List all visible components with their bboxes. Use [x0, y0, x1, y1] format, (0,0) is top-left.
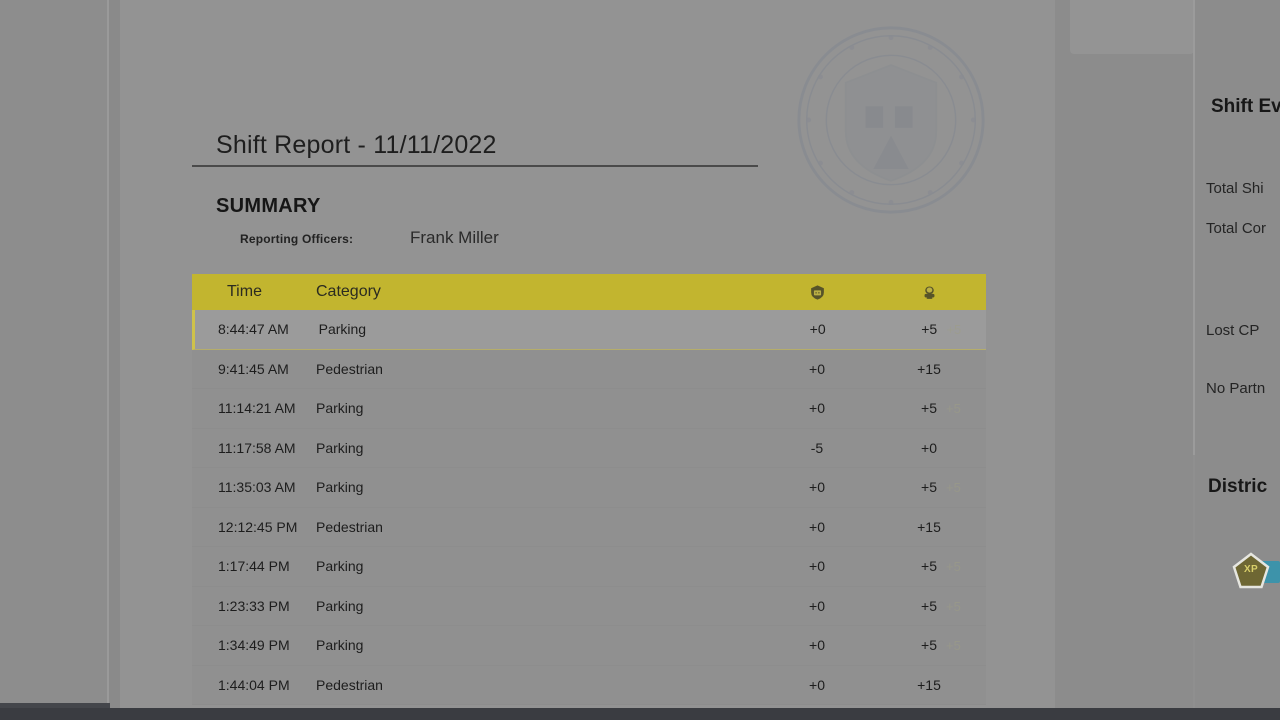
title-underline: [192, 165, 758, 167]
side-panel-title: Shift Ev: [1211, 96, 1280, 117]
xp-badge: XP: [1232, 552, 1270, 590]
table-row[interactable]: 1:17:44 PM Parking +0 +5 +5: [192, 547, 986, 587]
cell-category: Parking: [318, 321, 367, 338]
bottom-bar: [0, 708, 1280, 720]
table-header-row: Time Category: [192, 274, 986, 310]
shield-badge-icon: [810, 284, 824, 300]
xp-floating-text: +5: [946, 401, 961, 417]
page-right-edge: [1055, 0, 1058, 708]
cell-category: Parking: [316, 637, 364, 654]
left-gutter-edge: [107, 0, 109, 708]
cell-time: 1:23:33 PM: [218, 597, 290, 614]
table-row[interactable]: 11:17:58 AM Parking -5 +0: [192, 428, 986, 468]
cell-xp-value: +5 +5: [921, 400, 961, 417]
reporting-officers-label: Reporting Officers:: [240, 232, 354, 246]
side-panel-divider-lower: [1193, 455, 1195, 708]
xp-floating-text: +5: [946, 322, 962, 338]
table-row[interactable]: 9:41:45 AM Pedestrian +0 +15: [192, 349, 986, 389]
cell-compliance-value: +0: [809, 637, 825, 654]
cell-category: Pedestrian: [316, 360, 383, 377]
cell-time: 12:12:45 PM: [218, 518, 298, 535]
cell-category: Pedestrian: [316, 518, 383, 535]
reporting-officers-value: Frank Miller: [410, 228, 499, 247]
table-body: 8:44:47 AM Parking +0 +5 +5 9:41:45 AM Pedestr…: [192, 310, 986, 705]
xp-badge-label: XP: [1244, 564, 1258, 575]
cell-xp-value: +15: [917, 360, 941, 377]
cell-category: Parking: [316, 597, 364, 614]
department-seal-icon: [797, 26, 985, 214]
cell-compliance-value: +0: [809, 360, 825, 377]
table-row[interactable]: 11:14:21 AM Parking +0 +5 +5: [192, 389, 986, 429]
table-row[interactable]: 1:23:33 PM Parking +0 +5 +5: [192, 586, 986, 626]
summary-heading: SUMMARY: [216, 195, 321, 217]
cell-xp-value: +15: [917, 518, 941, 535]
table-row[interactable]: 1:34:49 PM Parking +0 +5 +5: [192, 626, 986, 666]
cell-xp-value: +15: [917, 676, 941, 693]
cell-xp-value: +0: [921, 439, 937, 456]
cell-category: Parking: [316, 558, 364, 575]
column-header-xp[interactable]: [872, 284, 986, 301]
shift-events-table: Time Category: [192, 274, 986, 705]
cell-compliance-value: +0: [809, 597, 825, 614]
cell-time: 11:17:58 AM: [218, 439, 296, 456]
cell-time: 11:14:21 AM: [218, 400, 296, 417]
cell-xp-value: +5 +5: [921, 479, 961, 496]
cell-time: 1:17:44 PM: [218, 558, 290, 575]
side-panel-total-correct: Total Cor: [1206, 220, 1267, 237]
cell-compliance-value: -5: [810, 439, 824, 456]
cell-category: Parking: [316, 479, 364, 496]
table-row[interactable]: 8:44:47 AM Parking +0 +5 +5: [192, 310, 986, 350]
cell-category: Parking: [316, 400, 364, 417]
column-header-category[interactable]: Category: [316, 283, 381, 300]
table-row[interactable]: 1:44:04 PM Pedestrian +0 +15: [192, 665, 986, 705]
cell-xp-value: +5 +5: [921, 558, 961, 575]
page-title: Shift Report - 11/11/2022: [216, 131, 497, 159]
cell-time: 1:34:49 PM: [218, 637, 290, 654]
table-row[interactable]: 12:12:45 PM Pedestrian +0 +15: [192, 507, 986, 547]
cell-category: Parking: [316, 439, 364, 456]
cell-compliance-value: +0: [809, 558, 825, 575]
xp-pentagon-icon: [1232, 552, 1270, 589]
cell-time: 11:35:03 AM: [218, 479, 296, 496]
left-gutter: [0, 0, 108, 708]
cell-xp-value: +5 +5: [921, 637, 961, 654]
cell-category: Pedestrian: [316, 676, 383, 693]
cell-time: 9:41:45 AM: [218, 360, 289, 377]
side-panel-lost-cp: Lost CP: [1206, 322, 1260, 339]
column-header-compliance[interactable]: [762, 284, 872, 301]
cell-compliance-value: +0: [809, 321, 826, 338]
column-header-time[interactable]: Time: [227, 283, 262, 300]
cell-compliance-value: +0: [809, 400, 825, 417]
coin-award-icon: [924, 285, 934, 299]
cell-xp-value: +5 +5: [921, 597, 961, 614]
cell-compliance-value: +0: [809, 479, 825, 496]
xp-floating-text: +5: [946, 559, 961, 575]
cell-time: 8:44:47 AM: [218, 321, 289, 338]
side-panel-divider: [1193, 0, 1195, 455]
xp-floating-text: +5: [946, 598, 961, 614]
side-panel-total-shifts: Total Shi: [1206, 180, 1264, 197]
cell-xp-value: +5 +5: [921, 321, 962, 338]
cell-compliance-value: +0: [809, 518, 825, 535]
cell-time: 1:44:04 PM: [218, 676, 290, 693]
xp-floating-text: +5: [946, 480, 961, 496]
side-panel-district-title: Distric: [1208, 476, 1268, 497]
xp-floating-text: +5: [946, 638, 961, 654]
cell-compliance-value: +0: [809, 676, 825, 693]
side-panel-background: [1058, 0, 1280, 708]
table-row[interactable]: 11:35:03 AM Parking +0 +5 +5: [192, 468, 986, 508]
side-card-top: [1070, 0, 1194, 54]
side-panel-no-partner: No Partn: [1206, 380, 1266, 397]
